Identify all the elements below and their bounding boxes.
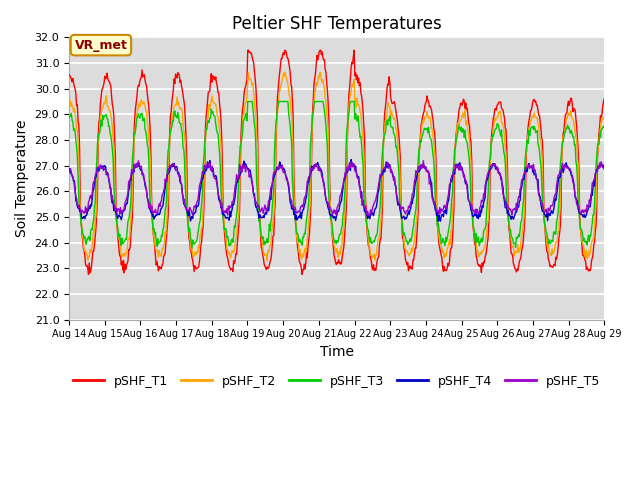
pSHF_T3: [419, 132, 426, 138]
pSHF_T1: [419, 114, 426, 120]
pSHF_T3: [130, 133, 138, 139]
Line: pSHF_T2: pSHF_T2: [69, 72, 604, 261]
pSHF_T4: [130, 169, 138, 175]
Line: pSHF_T3: pSHF_T3: [69, 102, 604, 248]
pSHF_T5: [130, 162, 138, 168]
Text: VR_met: VR_met: [74, 38, 127, 52]
pSHF_T5: [420, 158, 428, 164]
pSHF_T2: [403, 249, 411, 254]
pSHF_T5: [65, 169, 73, 175]
pSHF_T2: [184, 223, 192, 229]
pSHF_T4: [348, 156, 355, 162]
pSHF_T3: [75, 197, 83, 203]
Legend: pSHF_T1, pSHF_T2, pSHF_T3, pSHF_T4, pSHF_T5: pSHF_T1, pSHF_T2, pSHF_T3, pSHF_T4, pSHF…: [68, 370, 605, 393]
pSHF_T1: [65, 72, 73, 78]
pSHF_T4: [435, 218, 442, 224]
pSHF_T4: [184, 213, 192, 218]
pSHF_T5: [418, 166, 426, 171]
pSHF_T3: [244, 99, 252, 105]
pSHF_T3: [213, 130, 221, 136]
pSHF_T2: [371, 258, 379, 264]
pSHF_T2: [212, 106, 220, 112]
pSHF_T4: [65, 169, 73, 175]
Line: pSHF_T4: pSHF_T4: [69, 159, 604, 221]
Title: Peltier SHF Temperatures: Peltier SHF Temperatures: [232, 15, 442, 33]
pSHF_T2: [316, 70, 324, 75]
pSHF_T1: [184, 220, 192, 226]
pSHF_T5: [403, 208, 410, 214]
pSHF_T2: [600, 113, 608, 119]
pSHF_T5: [365, 213, 373, 218]
pSHF_T4: [600, 166, 608, 172]
pSHF_T4: [75, 203, 83, 208]
pSHF_T1: [244, 48, 252, 53]
pSHF_T2: [75, 156, 83, 162]
pSHF_T3: [600, 123, 608, 129]
pSHF_T3: [184, 223, 192, 228]
pSHF_T4: [212, 175, 220, 180]
pSHF_T2: [65, 102, 73, 108]
pSHF_T5: [75, 205, 83, 211]
pSHF_T3: [188, 245, 196, 251]
pSHF_T3: [65, 113, 73, 119]
pSHF_T4: [403, 216, 410, 222]
Y-axis label: Soil Temperature: Soil Temperature: [15, 120, 29, 237]
pSHF_T4: [418, 163, 426, 168]
pSHF_T5: [184, 207, 192, 213]
pSHF_T1: [212, 80, 220, 86]
pSHF_T2: [130, 140, 138, 146]
pSHF_T2: [419, 118, 426, 124]
pSHF_T1: [130, 133, 138, 139]
X-axis label: Time: Time: [319, 345, 354, 359]
pSHF_T1: [75, 121, 83, 127]
pSHF_T5: [600, 166, 608, 171]
pSHF_T1: [403, 262, 411, 268]
pSHF_T5: [212, 179, 220, 185]
pSHF_T1: [600, 96, 608, 102]
Line: pSHF_T5: pSHF_T5: [69, 161, 604, 216]
pSHF_T3: [403, 238, 411, 244]
Line: pSHF_T1: pSHF_T1: [69, 50, 604, 275]
pSHF_T1: [298, 272, 306, 277]
